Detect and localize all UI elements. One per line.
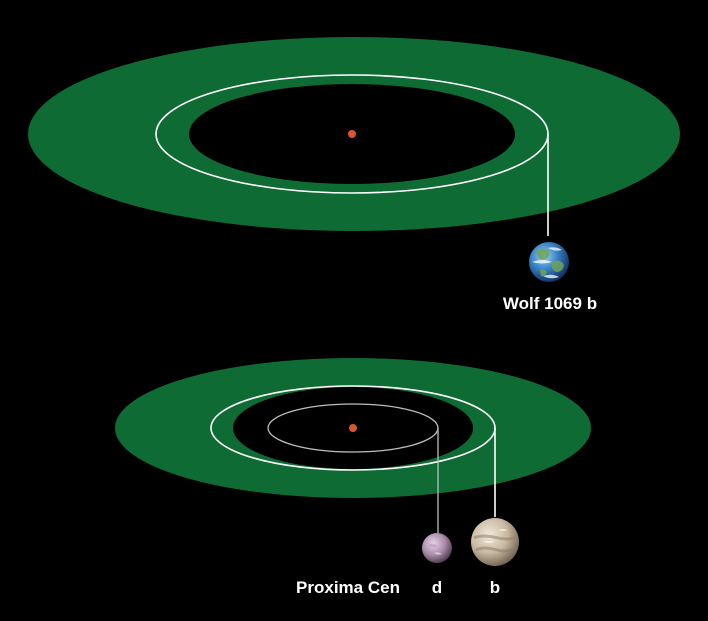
star-icon: [349, 424, 357, 432]
small-purple-planet-icon: [422, 533, 452, 563]
planet-label-proxima-d: d: [432, 578, 442, 597]
habitable-zone-ring: [115, 358, 591, 498]
planet-label-wolf-1069-b: Wolf 1069 b: [503, 294, 597, 313]
earth-like-planet-icon: [529, 242, 569, 282]
star-label-proxima-cen: Proxima Cen: [296, 578, 400, 597]
tan-rocky-planet-icon: [471, 518, 519, 566]
habitable-zone-ring: [28, 37, 680, 231]
planet-label-proxima-b: b: [490, 578, 500, 597]
star-icon: [348, 130, 356, 138]
system-wolf-1069: Wolf 1069 b: [28, 37, 680, 313]
system-proxima-cen: Proxima Cen d b: [115, 358, 591, 597]
